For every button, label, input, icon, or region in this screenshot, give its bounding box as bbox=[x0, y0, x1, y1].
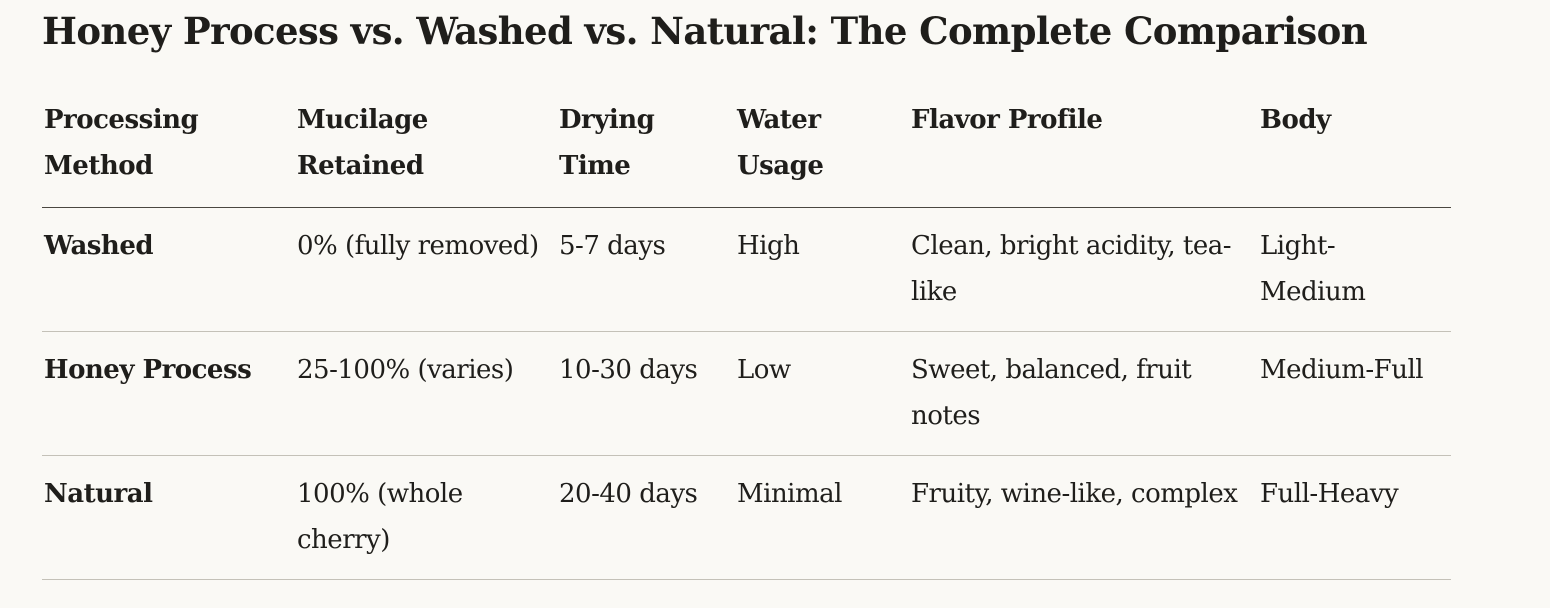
cell-drying-time: 10-30 days bbox=[557, 331, 735, 456]
cell-body: Medium-Full bbox=[1258, 331, 1451, 456]
header-drying-time: Drying Time bbox=[557, 97, 735, 208]
cell-flavor-profile: Clean, bright acidity, tea-like bbox=[909, 207, 1258, 332]
header-processing-method: Processing Method bbox=[42, 97, 295, 208]
page-title: Honey Process vs. Washed vs. Natural: Th… bbox=[42, 9, 1368, 53]
header-flavor-profile: Flavor Profile bbox=[909, 97, 1258, 208]
cell-mucilage-retained: 100% (whole cherry) bbox=[295, 455, 557, 580]
cell-flavor-profile: Sweet, balanced, fruit notes bbox=[909, 331, 1258, 456]
cell-body: Full-Heavy bbox=[1258, 455, 1451, 580]
cell-drying-time: 5-7 days bbox=[557, 207, 735, 332]
table-row: Washed 0% (fully removed) 5-7 days High … bbox=[42, 207, 1451, 332]
header-row: Processing Method Mucilage Retained Dryi… bbox=[42, 97, 1451, 208]
table-row: Honey Process 25-100% (varies) 10-30 day… bbox=[42, 331, 1451, 456]
cell-water-usage: Low bbox=[735, 331, 909, 456]
table-row: Natural 100% (whole cherry) 20-40 days M… bbox=[42, 455, 1451, 580]
cell-processing-method: Washed bbox=[42, 207, 295, 332]
header-body: Body bbox=[1258, 97, 1451, 208]
cell-flavor-profile: Fruity, wine-like, complex bbox=[909, 455, 1258, 580]
cell-water-usage: Minimal bbox=[735, 455, 909, 580]
header-mucilage-retained: Mucilage Retained bbox=[295, 97, 557, 208]
comparison-table: Processing Method Mucilage Retained Dryi… bbox=[42, 97, 1451, 580]
table-header: Processing Method Mucilage Retained Dryi… bbox=[42, 97, 1451, 208]
table-body: Washed 0% (fully removed) 5-7 days High … bbox=[42, 207, 1451, 580]
cell-processing-method: Honey Process bbox=[42, 331, 295, 456]
cell-water-usage: High bbox=[735, 207, 909, 332]
cell-mucilage-retained: 0% (fully removed) bbox=[295, 207, 557, 332]
cell-mucilage-retained: 25-100% (varies) bbox=[295, 331, 557, 456]
cell-body: Light-Medium bbox=[1258, 207, 1451, 332]
cell-processing-method: Natural bbox=[42, 455, 295, 580]
header-water-usage: Water Usage bbox=[735, 97, 909, 208]
cell-drying-time: 20-40 days bbox=[557, 455, 735, 580]
